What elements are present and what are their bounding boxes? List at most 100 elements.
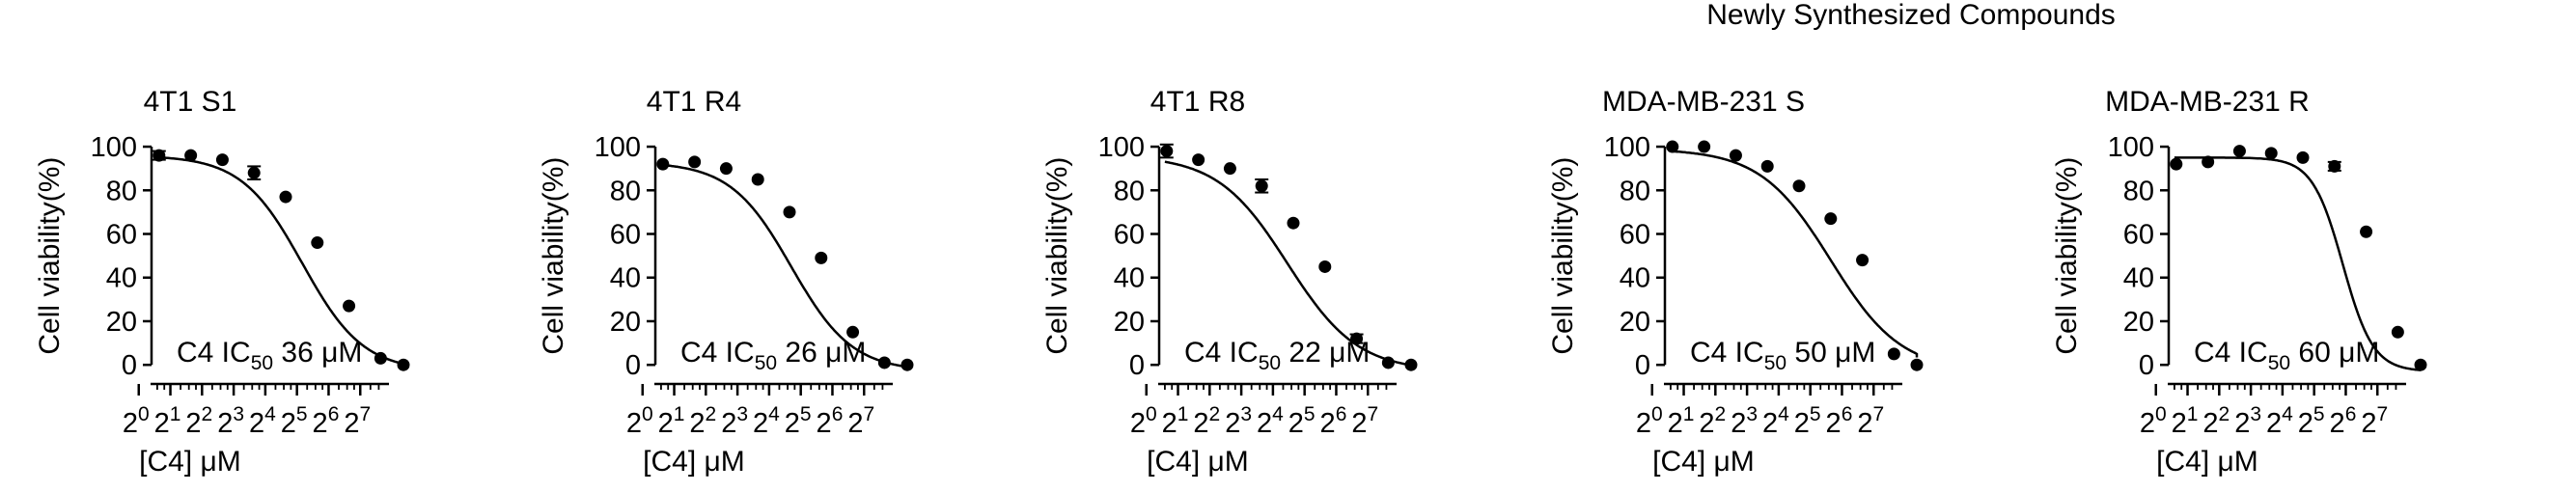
fit-curve <box>1670 150 1919 358</box>
x-tick-label: 23 <box>1731 403 1758 439</box>
data-point <box>783 205 796 219</box>
x-tick-label: 21 <box>154 403 181 439</box>
x-tick-label: 26 <box>817 403 844 439</box>
data-point <box>846 325 860 339</box>
ic50-annotation: C4 IC50 50 μM <box>1690 337 1875 374</box>
data-point <box>1192 153 1205 167</box>
y-tick-label: 80 <box>106 176 137 206</box>
x-tick-label: 22 <box>1193 403 1220 439</box>
y-tick-label: 80 <box>1114 176 1145 206</box>
x-tick-label: 22 <box>185 403 212 439</box>
data-point <box>1824 212 1838 226</box>
data-point <box>815 251 828 264</box>
x-tick-label: 24 <box>753 403 780 439</box>
y-tick-label: 0 <box>2139 350 2154 381</box>
x-tick-label: 23 <box>1225 403 1252 439</box>
data-point <box>2202 155 2215 169</box>
x-tick-label: 21 <box>1668 403 1695 439</box>
x-tick-label: 27 <box>2361 403 2388 439</box>
y-tick-label: 80 <box>610 176 641 206</box>
chart-title: MDA-MB-231 S <box>1602 86 1805 118</box>
data-point <box>279 190 292 204</box>
data-point <box>900 358 914 371</box>
y-axis-label: Cell viability(%) <box>2051 157 2083 355</box>
x-tick-label: 25 <box>281 403 308 439</box>
y-tick-label: 60 <box>2123 220 2154 251</box>
data-point <box>1698 140 1711 153</box>
data-point <box>2170 157 2183 171</box>
x-tick-label: 23 <box>2234 403 2261 439</box>
x-axis-label: [C4] μM <box>139 446 241 478</box>
y-tick-label: 40 <box>1620 263 1650 294</box>
chart-panel: MDA-MB-231 S 0 20 40 60 80 100 Cell viability(%… <box>1547 86 1924 478</box>
y-axis-label: Cell viability(%) <box>1041 157 1073 355</box>
x-tick-label: 24 <box>249 403 276 439</box>
x-tick-label: 22 <box>2202 403 2230 439</box>
y-tick-label: 100 <box>1604 132 1650 163</box>
data-point <box>184 149 198 162</box>
x-tick-label: 27 <box>1857 403 1884 439</box>
ic50-annotation: C4 IC50 22 μM <box>1184 337 1370 374</box>
x-tick-label: 21 <box>658 403 685 439</box>
data-point <box>1856 254 1870 267</box>
y-tick-label: 60 <box>1620 220 1650 251</box>
data-point <box>2264 147 2278 160</box>
data-point <box>1760 159 1774 173</box>
data-point <box>215 153 229 167</box>
data-point <box>152 149 166 162</box>
chart-panel: MDA-MB-231 R 0 20 40 60 80 100 Cell viability(%… <box>2051 86 2427 478</box>
y-tick-label: 80 <box>2123 176 2154 206</box>
data-point <box>656 157 670 171</box>
y-tick-label: 40 <box>106 263 137 294</box>
y-tick-label: 100 <box>1098 132 1145 163</box>
x-tick-label: 20 <box>1130 403 1157 439</box>
x-tick-label: 25 <box>1794 403 1821 439</box>
ic50-annotation: C4 IC50 60 μM <box>2194 337 2379 374</box>
data-point <box>1729 149 1742 162</box>
data-point <box>2296 150 2310 164</box>
data-point <box>1910 358 1924 371</box>
data-point <box>1255 179 1268 193</box>
data-point <box>2391 325 2404 339</box>
y-axis-label: Cell viability(%) <box>538 157 569 355</box>
fit-curve <box>2174 156 2423 371</box>
x-tick-label: 26 <box>1320 403 1347 439</box>
y-tick-label: 40 <box>610 263 641 294</box>
x-tick-label: 23 <box>721 403 748 439</box>
data-point <box>1318 260 1332 273</box>
y-tick-label: 40 <box>2123 263 2154 294</box>
x-tick-label: 21 <box>2172 403 2199 439</box>
y-tick-label: 100 <box>595 132 641 163</box>
chart-title: 4T1 R4 <box>647 86 741 118</box>
y-axis-label: Cell viability(%) <box>34 157 66 355</box>
x-tick-label: 27 <box>344 403 371 439</box>
x-tick-label: 20 <box>123 403 150 439</box>
y-tick-label: 60 <box>610 220 641 251</box>
data-point <box>247 166 261 179</box>
data-point <box>1666 140 1679 153</box>
data-point <box>2328 159 2341 173</box>
data-point <box>1287 216 1300 230</box>
data-point <box>2232 145 2246 158</box>
data-point <box>1350 332 1364 345</box>
x-tick-label: 27 <box>847 403 874 439</box>
x-tick-label: 20 <box>626 403 653 439</box>
data-point <box>2360 225 2373 238</box>
figure-title: Newly Synthesized Compounds <box>1706 0 2116 31</box>
x-tick-label: 20 <box>2140 403 2167 439</box>
data-point <box>343 299 356 313</box>
x-tick-label: 25 <box>1288 403 1316 439</box>
x-tick-label: 27 <box>1351 403 1378 439</box>
y-tick-label: 0 <box>625 350 641 381</box>
y-tick-label: 0 <box>1635 350 1650 381</box>
x-tick-label: 26 <box>1826 403 1853 439</box>
x-axis-label: [C4] μM <box>1652 446 1755 478</box>
data-point <box>2414 358 2427 371</box>
y-tick-label: 20 <box>610 307 641 338</box>
x-tick-label: 25 <box>2298 403 2325 439</box>
data-point <box>1404 358 1418 371</box>
y-tick-label: 0 <box>1129 350 1145 381</box>
